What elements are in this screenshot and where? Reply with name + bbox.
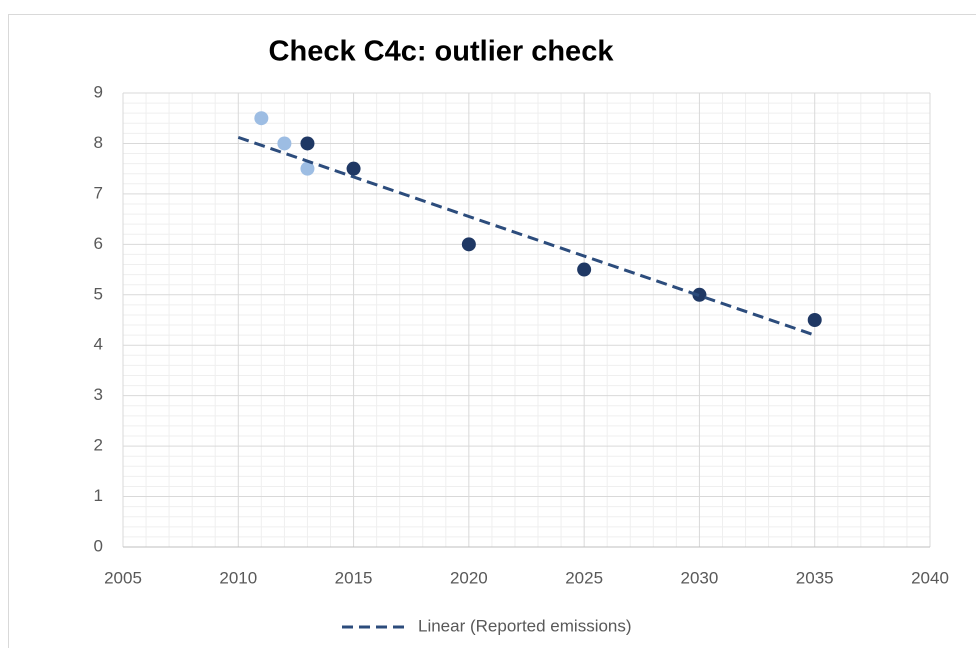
point [300,161,315,176]
x-tick-label: 2040 [911,568,949,587]
point [277,136,292,151]
x-tick-label: 2035 [796,568,834,587]
y-tick-label: 4 [94,335,103,354]
point [807,313,822,327]
x-tick-label: 2020 [450,568,488,587]
y-tick-label: 1 [94,486,103,505]
x-tick-label: 2025 [565,568,603,587]
y-tick-label: 7 [94,183,103,202]
chart-title: Check C4c: outlier check [269,36,615,68]
y-tick-label: 2 [94,436,103,455]
y-tick-label: 9 [94,82,103,101]
legend-label: Linear (Reported emissions) [418,616,632,635]
point [461,237,476,252]
x-tick-label: 2015 [335,568,373,587]
point [577,262,592,277]
point [346,161,361,176]
point [692,287,707,302]
point [254,111,269,126]
x-tick-label: 2005 [104,568,142,587]
point [300,136,315,151]
y-tick-label: 6 [94,234,103,253]
x-tick-label: 2010 [219,568,257,587]
y-tick-label: 3 [94,385,103,404]
y-tick-label: 5 [94,284,103,303]
y-tick-label: 0 [94,536,103,555]
y-tick-label: 8 [94,133,103,152]
x-tick-label: 2030 [681,568,719,587]
